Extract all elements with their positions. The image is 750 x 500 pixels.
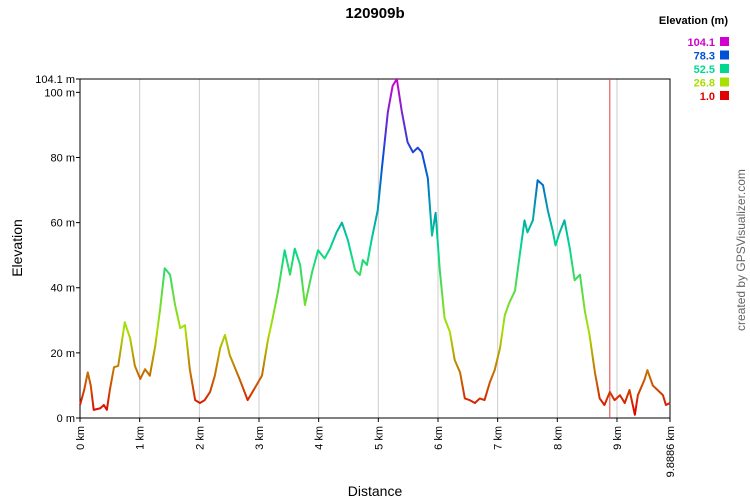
legend-label: 52.5 — [694, 64, 715, 76]
x-tick-label: 4 km — [314, 426, 326, 450]
y-tick-label: 80 m — [51, 152, 75, 164]
y-axis-label: Elevation — [9, 219, 25, 277]
x-tick-label: 7 km — [493, 426, 505, 450]
legend-swatch — [720, 64, 729, 73]
x-tick-label: 5 km — [373, 426, 385, 450]
chart-title: 120909b — [345, 5, 404, 22]
x-tick-label: 9.8886 km — [665, 426, 677, 477]
y-tick-label: 104.1 m — [35, 74, 75, 86]
legend-title: Elevation (m) — [659, 15, 728, 27]
x-tick-label: 8 km — [552, 426, 564, 450]
legend-label: 78.3 — [694, 51, 715, 63]
x-tick-label: 3 km — [254, 426, 266, 450]
elevation-line — [79, 78, 671, 416]
legend-swatch — [720, 37, 729, 46]
y-tick-label: 60 m — [51, 218, 75, 230]
legend-swatch — [720, 50, 729, 60]
legend-label: 104.1 — [687, 37, 715, 49]
legend-label: 26.8 — [694, 78, 715, 90]
x-tick-label: 1 km — [135, 426, 147, 450]
y-tick-label: 100 m — [44, 87, 75, 99]
x-tick-label: 0 km — [75, 426, 87, 450]
y-tick-label: 20 m — [51, 348, 75, 360]
x-tick-label: 2 km — [194, 426, 206, 450]
y-tick-label: 40 m — [51, 283, 75, 295]
x-axis-label: Distance — [348, 483, 403, 499]
x-tick-label: 6 km — [433, 426, 445, 450]
x-tick-label: 9 km — [612, 426, 624, 450]
legend-label: 1.0 — [700, 91, 715, 103]
y-tick-label: 0 m — [57, 413, 75, 425]
plot-frame — [79, 78, 671, 419]
credit: created by GPSVisualizer.com — [734, 169, 748, 331]
legend-swatch — [720, 91, 729, 100]
legend-swatch — [720, 77, 729, 87]
